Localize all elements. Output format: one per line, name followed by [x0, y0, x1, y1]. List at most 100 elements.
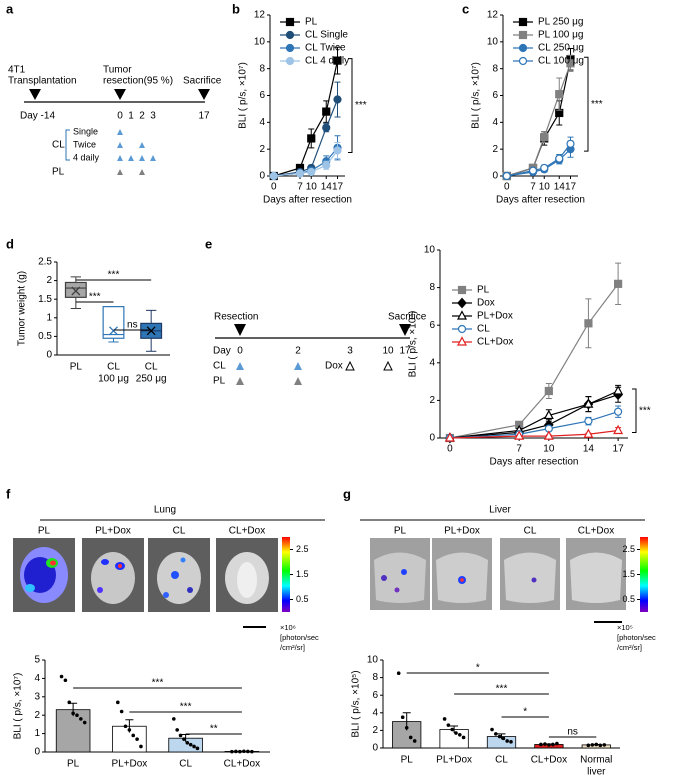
data-point: [172, 717, 176, 721]
legend-label: CL 100 μg: [538, 56, 584, 67]
data-point: [501, 736, 506, 741]
y-tick-label: 2.5: [38, 257, 52, 268]
marker: [514, 430, 525, 440]
bli-image: [500, 538, 560, 610]
legend-marker: [457, 324, 467, 334]
legend-marker: [457, 297, 467, 309]
legend-label: CL: [477, 324, 490, 335]
group-label: CL: [213, 361, 226, 372]
bli-image: [432, 538, 492, 610]
significance-label: ns: [127, 320, 138, 331]
colorbar-tick-label: 0.5: [622, 594, 635, 604]
marker: [583, 398, 594, 408]
event-label: Sacrifice: [183, 76, 222, 87]
x-tick-sublabel: liver: [587, 767, 606, 778]
data-point: [119, 709, 124, 714]
data-point: [555, 741, 559, 746]
data-point: [67, 700, 72, 705]
legend-marker: [518, 30, 528, 40]
legend-marker: [285, 43, 295, 53]
x-tick-label: 17: [613, 444, 625, 455]
data-point: [238, 749, 242, 754]
data-point: [404, 725, 409, 730]
x-tick-label: 0: [504, 182, 510, 193]
data-point: [454, 731, 458, 735]
bli-image: [216, 538, 278, 612]
data-point: [594, 742, 599, 747]
y-tick-label: 0: [46, 350, 52, 361]
marker: [322, 161, 331, 170]
marker: [444, 432, 455, 442]
legend-label: CL 4 daily: [305, 56, 349, 67]
liver-images: Liver PL PL+Dox CL CL+Dox ×10⁵ [photon/s…: [360, 505, 656, 652]
y-axis-label: BLI ( p/s, ×10⁵): [351, 670, 362, 737]
marker: [566, 59, 575, 68]
image-label: CL+Dox: [229, 526, 265, 537]
error-bar: [450, 725, 459, 734]
y-tick-label: 0: [429, 433, 435, 444]
marker: [540, 132, 549, 142]
data-point: [412, 739, 417, 743]
marker: [322, 107, 331, 116]
legend-marker: [285, 17, 295, 27]
data-point: [543, 742, 547, 746]
significance-label: ***: [180, 702, 192, 713]
y-tick-label: 12: [487, 10, 499, 21]
x-tick-label: 0: [271, 182, 277, 193]
legend-label: PL 250 μg: [538, 17, 583, 28]
marker: [333, 146, 342, 155]
legend-label: PL: [477, 285, 490, 296]
data-point: [234, 749, 238, 754]
bli-image: [82, 538, 144, 612]
data-point: [192, 744, 196, 749]
data-point: [598, 743, 603, 748]
bli-image: [370, 538, 430, 610]
bar: [55, 709, 91, 753]
day-label: 2: [139, 111, 145, 122]
marker: [584, 416, 593, 426]
data-point: [127, 728, 132, 732]
data-point: [242, 749, 246, 754]
error-bar: [181, 734, 190, 742]
data-point: [230, 749, 234, 754]
y-tick-label: 6: [429, 320, 435, 331]
x-tick-label: 10: [543, 444, 555, 455]
x-tick-label: 7: [297, 182, 303, 193]
group-label: CL: [52, 140, 65, 151]
y-tick-label: 8: [492, 63, 498, 74]
event-label: Sacrifice: [388, 312, 427, 323]
schematic-e: Resection Sacrifice Day 0 2 3 10 17 CL P…: [213, 312, 427, 387]
bli-image: [566, 538, 626, 610]
significance-label: ***: [89, 292, 101, 303]
dose-markers: [236, 377, 302, 385]
x-tick-label: CL: [179, 759, 192, 770]
colorbar-tick-label: 1.5: [622, 569, 635, 579]
legend-marker: [457, 310, 467, 320]
data-point: [59, 674, 64, 679]
panel-label: g: [343, 486, 351, 501]
legend-label: CL Twice: [305, 43, 346, 54]
regimen-label: Single: [73, 126, 98, 136]
y-tick-label: 6: [259, 90, 265, 101]
y-axis-label: BLI ( p/s, ×10⁷): [238, 62, 249, 129]
x-tick-label: 7: [516, 444, 522, 455]
panel-label: e: [205, 236, 212, 251]
image-label: PL: [394, 526, 407, 537]
y-tick-label: 2: [34, 710, 40, 721]
data-point: [509, 740, 513, 744]
y-tick-label: 5: [34, 655, 40, 666]
x-tick-label: 14: [321, 182, 333, 193]
colorbar: [282, 537, 290, 612]
day-label: Day -14: [20, 111, 55, 122]
event-label: resection(95 %): [103, 76, 173, 87]
event-arrow: [234, 324, 411, 336]
legend-marker: [457, 285, 467, 295]
marker: [269, 171, 278, 181]
data-point: [505, 739, 509, 743]
y-tick-label: 8: [429, 282, 435, 293]
x-tick-label: PL: [401, 755, 414, 766]
y-tick-label: 1.5: [38, 294, 52, 305]
data-point: [490, 727, 494, 732]
event-label: Transplantation: [8, 76, 77, 87]
